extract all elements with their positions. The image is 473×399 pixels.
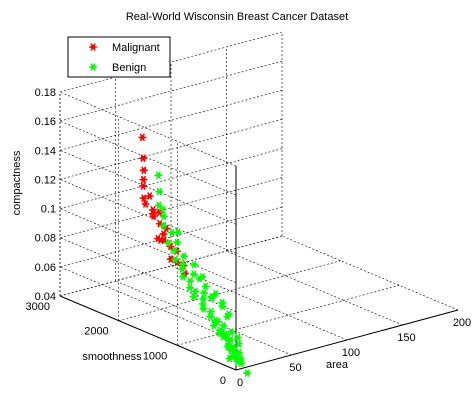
data-point-benign bbox=[227, 328, 236, 336]
data-point-benign bbox=[209, 321, 219, 330]
data-point-benign bbox=[233, 333, 243, 342]
z-tick-label: 0.14 bbox=[35, 145, 56, 157]
data-point-benign bbox=[234, 339, 243, 348]
x-tick-label: 150 bbox=[397, 332, 415, 344]
x-axis-line bbox=[235, 309, 459, 371]
y-tick-label: 1000 bbox=[143, 350, 167, 362]
data-point-malignant bbox=[153, 234, 163, 243]
y-tick-label: 3000 bbox=[26, 301, 50, 313]
data-point-benign bbox=[213, 317, 223, 326]
data-point-malignant bbox=[138, 133, 147, 141]
z-tick-label: 0.18 bbox=[35, 87, 56, 99]
legend-box bbox=[67, 36, 171, 78]
x-tick-label: 200 bbox=[453, 317, 471, 329]
data-point-benign bbox=[155, 187, 164, 196]
data-point-malignant bbox=[145, 192, 154, 200]
z-tick-label: 0.12 bbox=[35, 174, 56, 186]
data-point-benign bbox=[201, 282, 210, 291]
data-point-benign bbox=[189, 292, 198, 301]
legend-marker-benign bbox=[88, 63, 98, 71]
tick-labels: 05010015020001000200030000.040.060.080.1… bbox=[26, 87, 472, 389]
data-point-benign bbox=[167, 229, 176, 237]
data-point-benign bbox=[217, 328, 226, 337]
data-point-benign bbox=[171, 255, 180, 264]
x-tick-label: 100 bbox=[342, 347, 360, 359]
data-point-benign bbox=[185, 283, 194, 292]
data-point-benign bbox=[158, 205, 167, 213]
data-point-benign bbox=[206, 313, 215, 321]
z-tick-label: 0.16 bbox=[35, 116, 56, 128]
data-point-benign bbox=[190, 287, 200, 295]
data-point-benign bbox=[159, 221, 168, 230]
data-point-benign bbox=[186, 277, 195, 285]
data-point-malignant bbox=[155, 208, 164, 217]
data-point-benign bbox=[170, 246, 179, 255]
data-point-benign bbox=[190, 260, 199, 269]
data-point-benign bbox=[199, 295, 208, 303]
data-point-malignant bbox=[141, 200, 150, 208]
data-point-malignant bbox=[166, 255, 175, 263]
data-point-benign bbox=[211, 290, 220, 298]
data-point-malignant bbox=[159, 230, 168, 238]
data-point-benign bbox=[218, 298, 227, 307]
x-tick-label: 0 bbox=[237, 377, 243, 389]
data-point-benign bbox=[179, 252, 189, 260]
data-point-benign bbox=[154, 201, 163, 209]
data-point-malignant bbox=[139, 166, 148, 174]
legend-marker-malignant bbox=[88, 43, 98, 51]
y-tick-label: 0 bbox=[220, 375, 226, 387]
data-point-malignant bbox=[149, 210, 158, 218]
data-point-benign bbox=[173, 228, 182, 236]
data-point-malignant bbox=[139, 194, 148, 202]
data-point-benign bbox=[159, 212, 168, 220]
x-tick-label: 50 bbox=[289, 362, 301, 374]
legend-label-benign: Benign bbox=[112, 62, 146, 74]
data-point-benign bbox=[237, 359, 246, 367]
z-tick-label: 0.1 bbox=[41, 204, 56, 216]
data-point-benign bbox=[242, 369, 252, 377]
x-axis-label: area bbox=[326, 359, 349, 371]
data-point-malignant bbox=[138, 182, 148, 190]
z-axis-label: compactness bbox=[11, 150, 23, 215]
y-axis-label: smoothness bbox=[82, 351, 142, 363]
z-tick-label: 0.08 bbox=[35, 233, 56, 245]
data-point-benign bbox=[225, 354, 234, 363]
y-tick-label: 2000 bbox=[84, 326, 108, 338]
data-point-benign bbox=[178, 265, 187, 273]
data-point-benign bbox=[172, 238, 182, 246]
data-point-benign bbox=[164, 239, 173, 247]
data-point-benign bbox=[198, 273, 207, 281]
legend: Malignant Benign bbox=[67, 36, 171, 78]
z-tick-label: 0.04 bbox=[35, 291, 56, 303]
data-point-benign bbox=[178, 273, 187, 281]
data-point-benign bbox=[207, 293, 216, 301]
data-point-benign bbox=[154, 171, 163, 179]
legend-label-malignant: Malignant bbox=[112, 42, 160, 54]
data-point-malignant bbox=[139, 175, 148, 184]
y-axis-line bbox=[59, 295, 237, 371]
z-tick-label: 0.06 bbox=[35, 262, 56, 274]
data-point-malignant bbox=[139, 154, 148, 162]
data-point-benign bbox=[199, 305, 208, 313]
data-points bbox=[138, 133, 252, 377]
data-point-benign bbox=[189, 270, 198, 278]
chart-title: Real-World Wisconsin Breast Cancer Datas… bbox=[126, 11, 348, 23]
data-point-benign bbox=[200, 289, 209, 297]
data-point-benign bbox=[224, 310, 233, 318]
